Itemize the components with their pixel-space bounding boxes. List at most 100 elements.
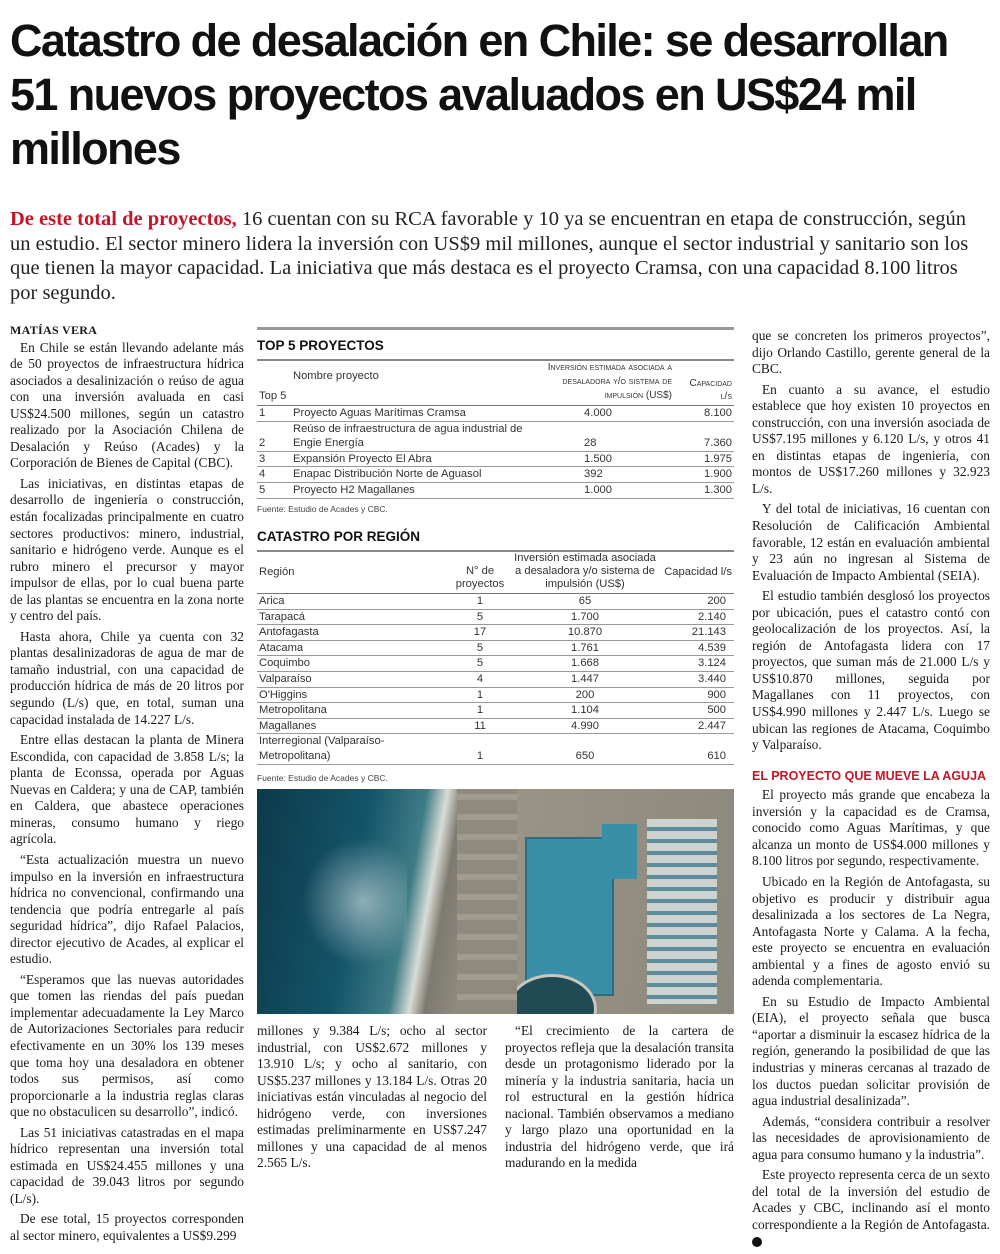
table-cell: 1.668 xyxy=(510,655,660,672)
paragraph: que se concreten los primeros proyectos”… xyxy=(752,328,990,378)
paragraph: En su Estudio de Impacto Ambiental (EIA)… xyxy=(752,994,990,1110)
paragraph: “Esperamos que las nuevas autoridades qu… xyxy=(10,972,244,1121)
table-cell: Proyecto H2 Magallanes xyxy=(291,482,544,499)
table-cell: Valparaíso xyxy=(257,671,450,688)
table-cell: 10.870 xyxy=(510,624,660,641)
table-row: 5 Proyecto H2 Magallanes 1.000 1.300 xyxy=(257,482,734,499)
subheading: EL PROYECTO QUE MUEVE LA AGUJA xyxy=(752,768,987,783)
paragraph: Además, “considera contribuir a resolver… xyxy=(752,1114,990,1164)
paragraph: En Chile se están llevando adelante más … xyxy=(10,340,244,472)
paragraph: En cuanto a su avance, el estudio establ… xyxy=(752,382,990,498)
table-cell: 5 xyxy=(257,482,291,499)
lead-paragraph: De este total de proyectos, 16 cuentan c… xyxy=(10,207,990,305)
table-row: Valparaíso 4 1.447 3.440 xyxy=(257,671,734,688)
table-cell: 1.447 xyxy=(510,671,660,688)
region-title: CATASTRO POR REGIÓN xyxy=(257,521,734,552)
table-cell: 5 xyxy=(450,655,510,672)
top5-header-capacity: Capacidad l/s xyxy=(674,361,734,406)
lead-kicker: De este total de proyectos, xyxy=(10,208,237,230)
table-cell: 1 xyxy=(257,405,291,422)
table-cell: 8.100 xyxy=(674,405,734,422)
paragraph-text: “Esta actualización muestra un nuevo imp… xyxy=(10,851,244,967)
table-cell: 4 xyxy=(450,671,510,688)
table-row: Coquimbo 5 1.668 3.124 xyxy=(257,655,734,672)
paragraph-text: Ubicado en la Región de Antofagasta, su … xyxy=(752,873,990,989)
table-cell: Enapac Distribución Norte de Aguasol xyxy=(291,466,544,483)
table-cell: Magallanes xyxy=(257,718,450,735)
paragraph-text: Las iniciativas, en distintas etapas de … xyxy=(10,475,244,624)
top5-header-investment: Inversión estimada asociada a desaladora… xyxy=(544,361,674,406)
paragraph-text: que se concreten los primeros proyectos”… xyxy=(752,328,990,377)
table-cell: 1 xyxy=(450,687,510,704)
top5-table-box: TOP 5 PROYECTOS Top 5 Nombre proyecto In… xyxy=(257,327,734,514)
lead-text: 16 cuentan con su RCA favorable y 10 ya … xyxy=(10,208,969,304)
region-header-capacity: Capacidad l/s xyxy=(660,552,734,594)
desalination-plant-aerial-photo xyxy=(257,789,734,1014)
paragraph: El proyecto más grande que encabeza la i… xyxy=(752,787,990,870)
table-cell: 650 xyxy=(510,733,660,765)
top5-header-name: Nombre proyecto xyxy=(291,361,544,406)
article-column-2a: millones y 9.384 L/s; ocho al sector ind… xyxy=(257,1023,487,1176)
table-cell: 1 xyxy=(450,702,510,719)
paragraph: Y del total de iniciativas, 16 cuentan c… xyxy=(752,501,990,584)
table-cell: 4.990 xyxy=(510,718,660,735)
region-table: Región N° de proyectos Inversión estimad… xyxy=(257,552,734,765)
table-cell: Atacama xyxy=(257,640,450,657)
paragraph: Este proyecto representa cerca de un sex… xyxy=(752,1167,990,1250)
end-of-article-icon xyxy=(752,1237,762,1248)
top5-header-rank: Top 5 xyxy=(257,361,291,406)
table-cell: 1.104 xyxy=(510,702,660,719)
table-row: Magallanes 11 4.990 2.447 xyxy=(257,718,734,735)
table-cell: O'Higgins xyxy=(257,687,450,704)
table-row: Atacama 5 1.761 4.539 xyxy=(257,640,734,657)
table-cell: 1.761 xyxy=(510,640,660,657)
paragraph-text: De ese total, 15 proyectos corresponden … xyxy=(10,1211,244,1243)
table-cell: 4.000 xyxy=(544,405,674,422)
top5-source: Fuente: Estudio de Acades y CBC. xyxy=(257,503,388,514)
table-cell: 17 xyxy=(450,624,510,641)
table-cell: Coquimbo xyxy=(257,655,450,672)
table-cell: 5 xyxy=(450,609,510,626)
paragraph: millones y 9.384 L/s; ocho al sector ind… xyxy=(257,1023,487,1171)
table-cell: 1 xyxy=(450,593,510,610)
table-cell: 1 xyxy=(450,733,510,765)
top5-title: TOP 5 PROYECTOS xyxy=(257,330,734,361)
paragraph: “El crecimiento de la cartera de proyect… xyxy=(505,1023,734,1171)
table-row: Arica 1 65 200 xyxy=(257,593,734,610)
table-cell: 4.539 xyxy=(660,640,734,657)
paragraph-text: Entre ellas destacan la planta de Minera… xyxy=(10,732,244,847)
table-cell: 2 xyxy=(257,421,291,452)
paragraph-text: En Chile se están llevando adelante más … xyxy=(10,339,244,471)
table-cell: 5 xyxy=(450,640,510,657)
paragraph-text: Además, “considera contribuir a resolver… xyxy=(752,1113,990,1162)
paragraph: Ubicado en la Región de Antofagasta, su … xyxy=(752,874,990,990)
table-cell: 392 xyxy=(544,466,674,483)
table-cell: 2.140 xyxy=(660,609,734,626)
table-row: Tarapacá 5 1.700 2.140 xyxy=(257,609,734,626)
table-cell: 1.000 xyxy=(544,482,674,499)
table-cell: 3 xyxy=(257,451,291,468)
table-cell: Proyecto Aguas Marítimas Cramsa xyxy=(291,405,544,422)
region-header-region: Región xyxy=(257,552,450,594)
table-cell: 1.900 xyxy=(674,466,734,483)
table-row: 2 Reúso de infraestructura de agua indust… xyxy=(257,421,734,452)
column-1-paragraphs: En Chile se están llevando adelante más … xyxy=(10,340,244,1245)
paragraph: “Esta actualización muestra un nuevo imp… xyxy=(10,852,244,968)
table-cell: Reúso de infraestructura de agua industr… xyxy=(291,421,544,452)
article-column-1: MATÍAS VERA En Chile se están llevando a… xyxy=(10,322,244,1249)
region-header-investment: Inversión estimada asociada a desaladora… xyxy=(510,552,660,594)
table-cell: 200 xyxy=(510,687,660,704)
table-cell: 1.300 xyxy=(674,482,734,499)
paragraph-text: Hasta ahora, Chile ya cuenta con 32 plan… xyxy=(10,628,244,727)
table-row: Interregional (Valparaíso- Metropolitana… xyxy=(257,733,734,765)
table-row: 4 Enapac Distribución Norte de Aguasol 392… xyxy=(257,466,734,483)
table-row: O'Higgins 1 200 900 xyxy=(257,687,734,704)
byline: MATÍAS VERA xyxy=(10,323,98,337)
table-cell: 4 xyxy=(257,466,291,483)
table-cell: 2.447 xyxy=(660,718,734,735)
paragraph-text: El estudio también desglosó los proyecto… xyxy=(752,588,990,753)
table-cell: 610 xyxy=(660,733,734,765)
table-cell: 28 xyxy=(544,421,674,452)
table-cell: 1.975 xyxy=(674,451,734,468)
paragraph-text: “Esperamos que las nuevas autoridades qu… xyxy=(10,971,244,1120)
